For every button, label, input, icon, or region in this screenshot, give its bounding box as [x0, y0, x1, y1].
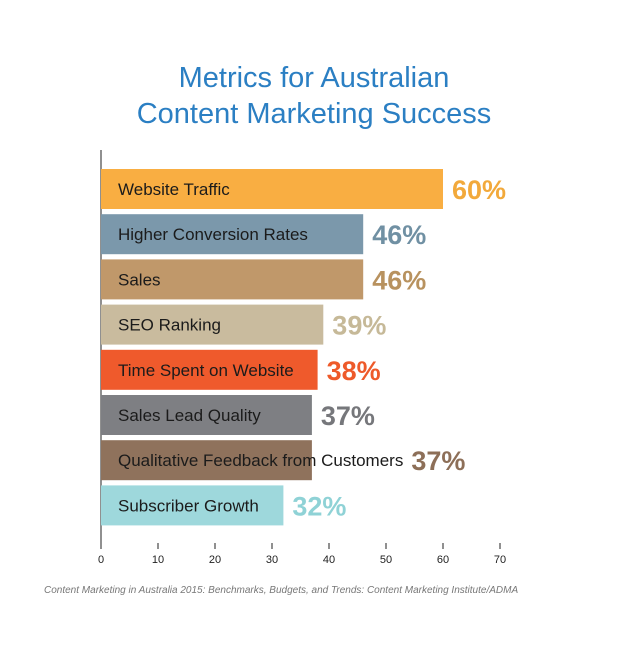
data-label: 60% — [452, 175, 506, 205]
bar — [101, 485, 284, 526]
data-label: 32% — [292, 491, 346, 521]
data-label: 46% — [372, 220, 426, 250]
bar — [101, 259, 364, 300]
bar — [101, 440, 312, 481]
category-label: Sales — [118, 270, 161, 289]
bar — [101, 214, 364, 255]
data-label: 37% — [321, 401, 375, 431]
x-tick-label: 60 — [437, 554, 449, 566]
bar — [101, 304, 324, 345]
x-tick-label: 10 — [152, 554, 164, 566]
category-label: SEO Ranking — [118, 316, 221, 335]
x-tick-label: 70 — [494, 554, 506, 566]
x-tick-label: 50 — [380, 554, 392, 566]
data-label: 46% — [372, 265, 426, 295]
chart-title: Metrics for Australian Content Marketing… — [0, 60, 628, 132]
category-label: Subscriber Growth — [118, 496, 259, 515]
category-label: Website Traffic — [118, 180, 230, 199]
bar — [101, 169, 443, 209]
chart-title-line1: Metrics for Australian — [178, 62, 450, 94]
chart-title-line2: Content Marketing Success — [136, 98, 492, 130]
x-tick-label: 0 — [98, 554, 104, 566]
category-label: Sales Lead Quality — [118, 406, 261, 425]
x-tick-label: 30 — [266, 554, 278, 566]
source-note: Content Marketing in Australia 2015: Ben… — [44, 585, 519, 596]
x-tick-label: 20 — [209, 554, 221, 566]
x-tick-label: 40 — [323, 554, 335, 566]
data-label: 38% — [327, 356, 381, 386]
data-label: 39% — [332, 311, 386, 341]
bar — [101, 349, 318, 390]
bar — [101, 395, 312, 435]
category-label: Qualitative Feedback from Customers — [118, 451, 403, 470]
category-label: Higher Conversion Rates — [118, 225, 308, 244]
category-label: Time Spent on Website — [118, 361, 294, 380]
data-label: 37% — [411, 446, 465, 476]
